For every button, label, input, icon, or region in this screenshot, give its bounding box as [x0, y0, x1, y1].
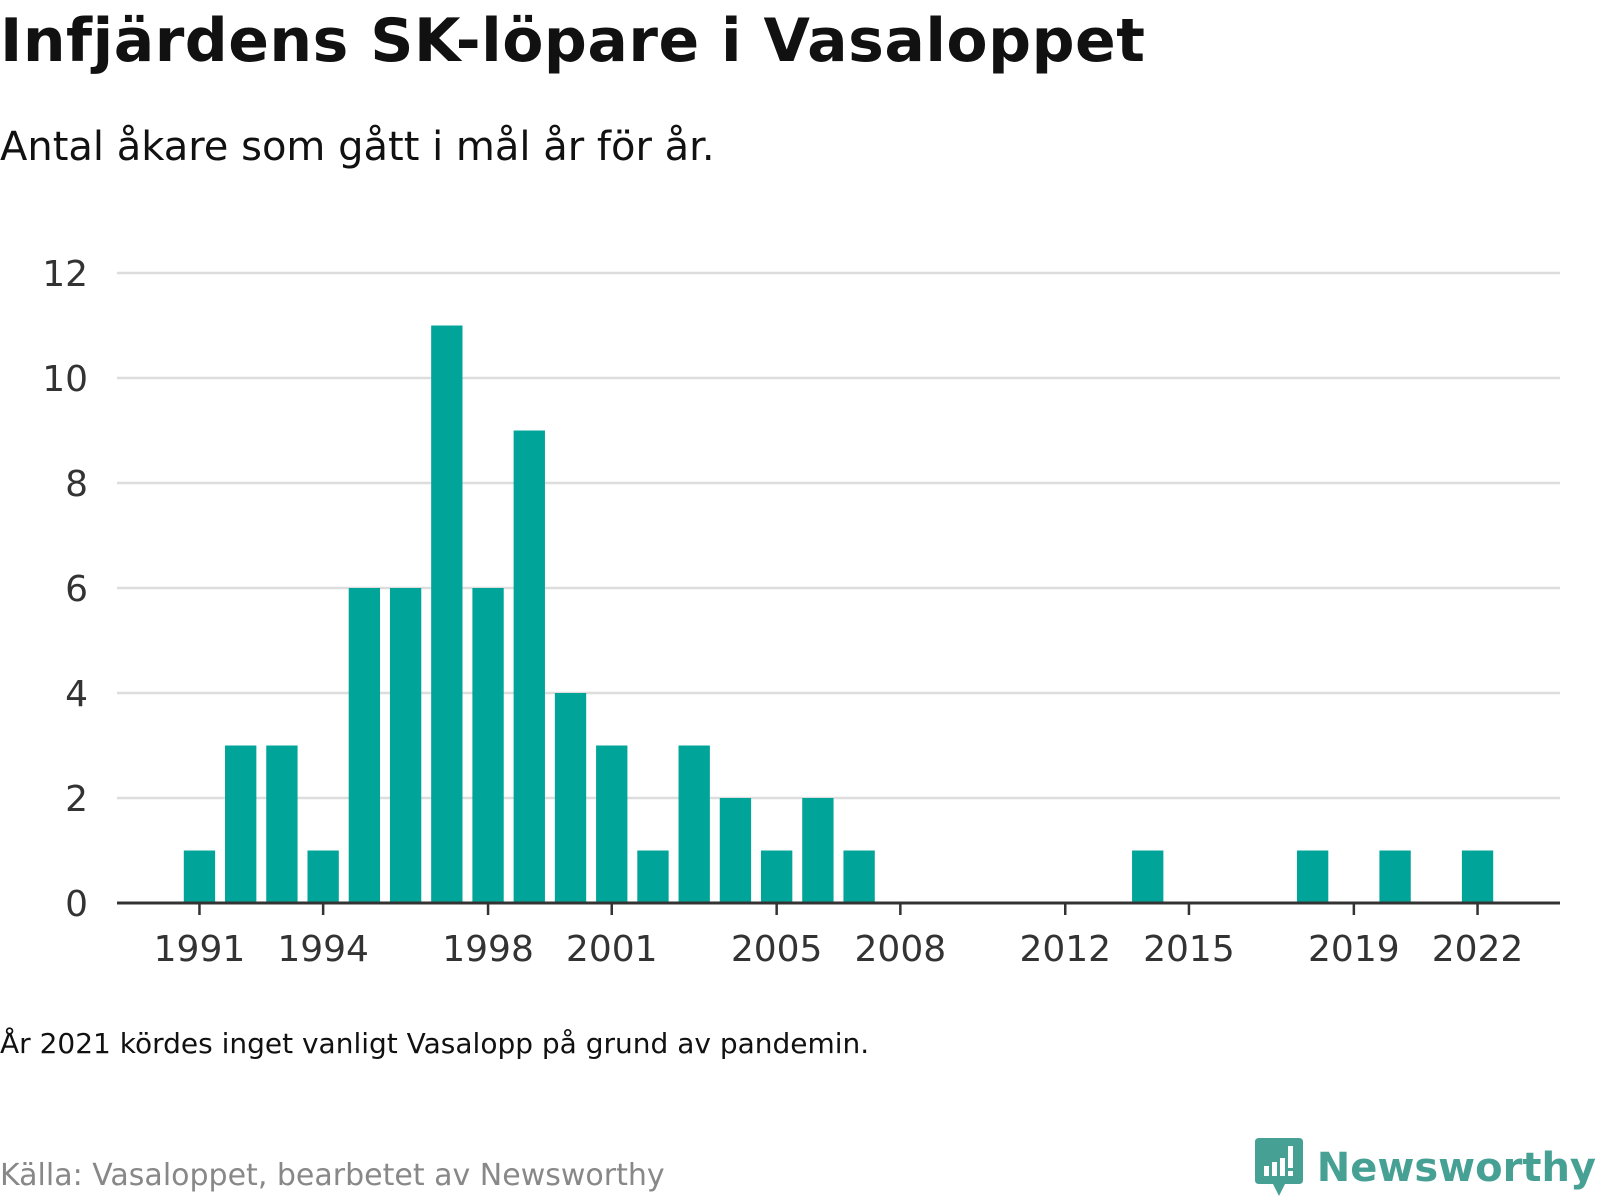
x-tick-label: 2022: [1432, 929, 1524, 970]
y-tick-label: 10: [42, 359, 88, 400]
bar-1998: [472, 588, 504, 903]
y-tick-label: 8: [65, 464, 88, 505]
source-text: Källa: Vasaloppet, bearbetet av Newswort…: [0, 1158, 665, 1193]
x-tick-label: 1994: [277, 929, 369, 970]
bar-2004: [719, 798, 752, 903]
y-tick-label: 4: [65, 674, 88, 715]
chart-title: Infjärdens SK-löpare i Vasaloppet: [0, 6, 1146, 76]
brand-name: Newsworthy: [1316, 1145, 1596, 1191]
x-tick-label: 2001: [566, 929, 658, 970]
bar-2014: [1132, 850, 1164, 903]
y-tick-label: 0: [65, 884, 88, 925]
bar-2007: [843, 850, 875, 903]
bar-2020: [1379, 850, 1411, 903]
y-tick-label: 12: [42, 254, 88, 295]
bar-1992: [225, 745, 257, 903]
bar-1993: [266, 745, 298, 903]
x-tick-label: 2012: [1019, 929, 1111, 970]
x-tick-label: 2015: [1143, 929, 1235, 970]
bar-2022: [1461, 850, 1494, 903]
bar-2018: [1296, 850, 1329, 903]
bar-chart: 0 2 4 6 8 10 12 1991 1994 1998 2001 2005 2008 2012 201…: [42, 254, 1560, 970]
x-tick-label: 2019: [1308, 929, 1400, 970]
bar-1991: [183, 850, 216, 903]
y-tick-label: 2: [65, 779, 88, 820]
bar-1994: [307, 850, 339, 903]
bar-2003: [678, 745, 710, 903]
bar-1996: [389, 588, 422, 903]
bar-1997: [431, 325, 463, 903]
brand-logo: Newsworthy: [1254, 1136, 1596, 1200]
bar-1995: [348, 588, 381, 903]
y-tick-label: 6: [65, 569, 88, 610]
x-tick-label: 1991: [154, 929, 246, 970]
x-tick-label: 1998: [442, 929, 534, 970]
x-tick-label: 2005: [731, 929, 823, 970]
newsworthy-logo-icon: [1254, 1138, 1303, 1196]
chart-subtitle: Antal åkare som gått i mål år för år.: [0, 124, 715, 170]
bar-2005: [760, 850, 793, 903]
bar-2001: [596, 745, 628, 903]
x-tick-label: 2008: [855, 929, 947, 970]
bar-2002: [637, 850, 669, 903]
bar-2006: [802, 798, 834, 903]
bar-2000: [554, 693, 587, 903]
chart-note: År 2021 kördes inget vanligt Vasalopp på…: [0, 1027, 870, 1060]
bar-1999: [513, 430, 545, 903]
